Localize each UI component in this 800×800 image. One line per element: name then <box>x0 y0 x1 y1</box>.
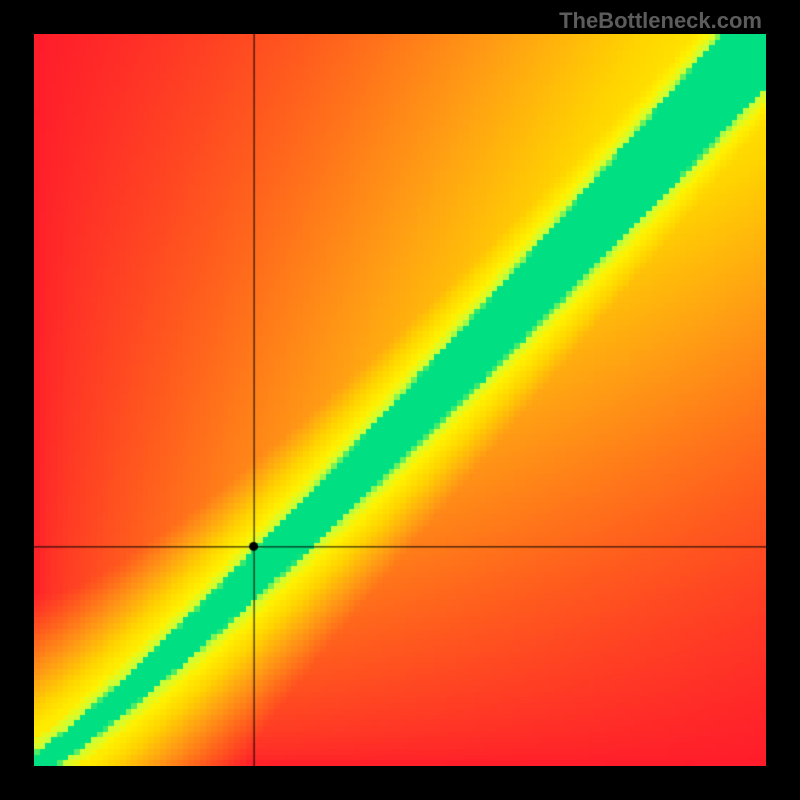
bottleneck-heatmap <box>34 34 766 766</box>
source-watermark: TheBottleneck.com <box>559 8 762 34</box>
chart-container: TheBottleneck.com <box>0 0 800 800</box>
